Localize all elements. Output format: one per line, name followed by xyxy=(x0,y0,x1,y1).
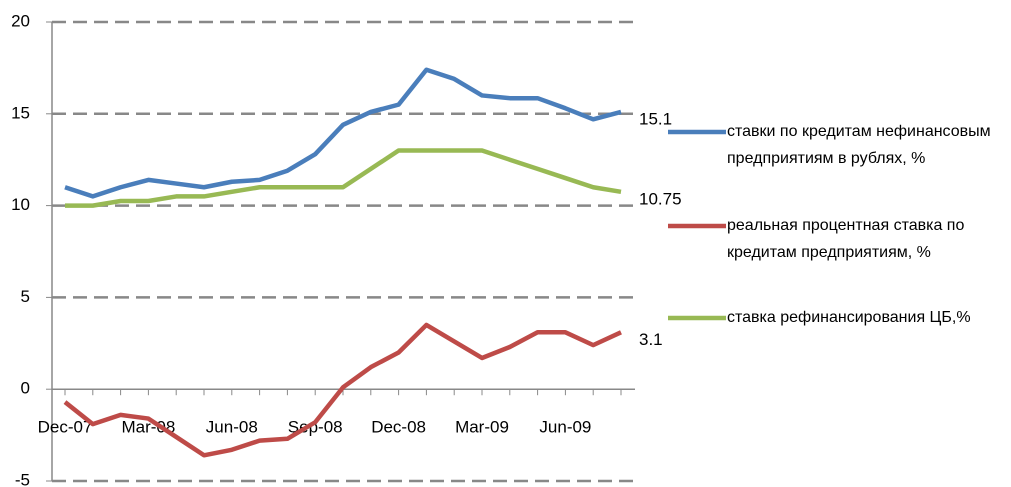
legend-label: реальная процентная ставка по кредитам п… xyxy=(727,217,965,261)
series-line xyxy=(63,322,622,458)
legend-item: ставки по кредитам нефинансовым предприя… xyxy=(727,123,991,167)
x-tick-label: Jun-09 xyxy=(539,418,591,437)
y-tick-label: 15 xyxy=(11,103,30,122)
data-label: 10.75 xyxy=(639,189,682,208)
series-line xyxy=(65,148,622,208)
series-line xyxy=(64,67,622,199)
data-label: 15.1 xyxy=(639,109,672,128)
legend-label: ставка рефинансирования ЦБ,% xyxy=(727,309,971,326)
legend-label: ставки по кредитам нефинансовым предприя… xyxy=(727,123,991,167)
y-tick-label: 5 xyxy=(21,287,30,306)
y-tick-label: 10 xyxy=(11,195,30,214)
x-tick-label: Mar-08 xyxy=(121,418,175,437)
y-tick-label: -5 xyxy=(15,470,30,487)
x-tick-label: Dec-08 xyxy=(371,418,426,437)
x-tick-label: Jun-08 xyxy=(206,418,258,437)
legend-item: ставка рефинансирования ЦБ,% xyxy=(727,309,971,326)
y-tick-label: 0 xyxy=(21,379,30,398)
legend-item: реальная процентная ставка по кредитам п… xyxy=(727,217,965,261)
x-tick-label: Dec-07 xyxy=(38,418,93,437)
x-tick-label: Mar-09 xyxy=(455,418,509,437)
y-tick-label: 20 xyxy=(11,11,30,30)
data-label: 3.1 xyxy=(639,330,663,349)
